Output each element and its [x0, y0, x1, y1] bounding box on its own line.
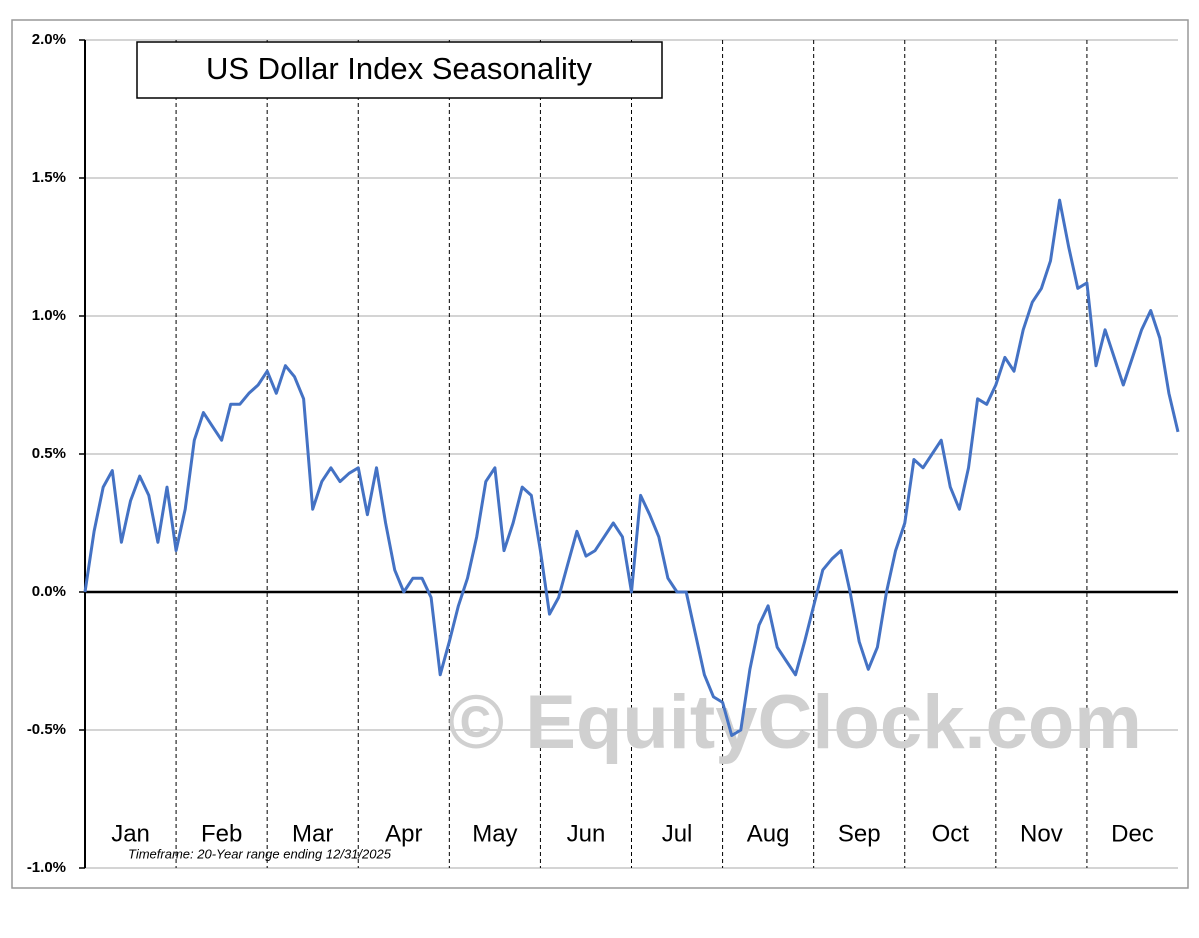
- x-tick-label: Aug: [747, 820, 790, 847]
- chart-title: US Dollar Index Seasonality: [206, 51, 592, 86]
- x-tick-label: Nov: [1020, 820, 1063, 847]
- y-tick-label: -1.0%: [27, 859, 66, 876]
- x-tick-label: Jul: [662, 820, 693, 847]
- footnote: Timeframe: 20-Year range ending 12/31/20…: [128, 846, 392, 861]
- x-tick-label: Feb: [201, 820, 242, 847]
- x-tick-label: Dec: [1111, 820, 1154, 847]
- x-tick-label: May: [472, 820, 517, 847]
- y-tick-label: 2.0%: [32, 31, 66, 48]
- seasonal-line: [83, 198, 1180, 737]
- y-tick-label: -0.5%: [27, 721, 66, 738]
- y-tick-label: 1.5%: [32, 169, 66, 186]
- plot: [83, 198, 1180, 737]
- x-tick-label: Mar: [292, 820, 333, 847]
- x-tick-label: Oct: [932, 820, 970, 847]
- x-tick-label: Apr: [385, 820, 422, 847]
- title-box: [136, 41, 663, 99]
- x-tick-label: Jan: [111, 820, 150, 847]
- y-tick-label: 0.5%: [32, 445, 66, 462]
- watermark: © EquityClock.com: [448, 680, 1142, 765]
- y-tick-label: 0.0%: [32, 583, 66, 600]
- x-tick-label: Jun: [567, 820, 606, 847]
- x-tick-label: Sep: [838, 820, 881, 847]
- y-tick-label: 1.0%: [32, 307, 66, 324]
